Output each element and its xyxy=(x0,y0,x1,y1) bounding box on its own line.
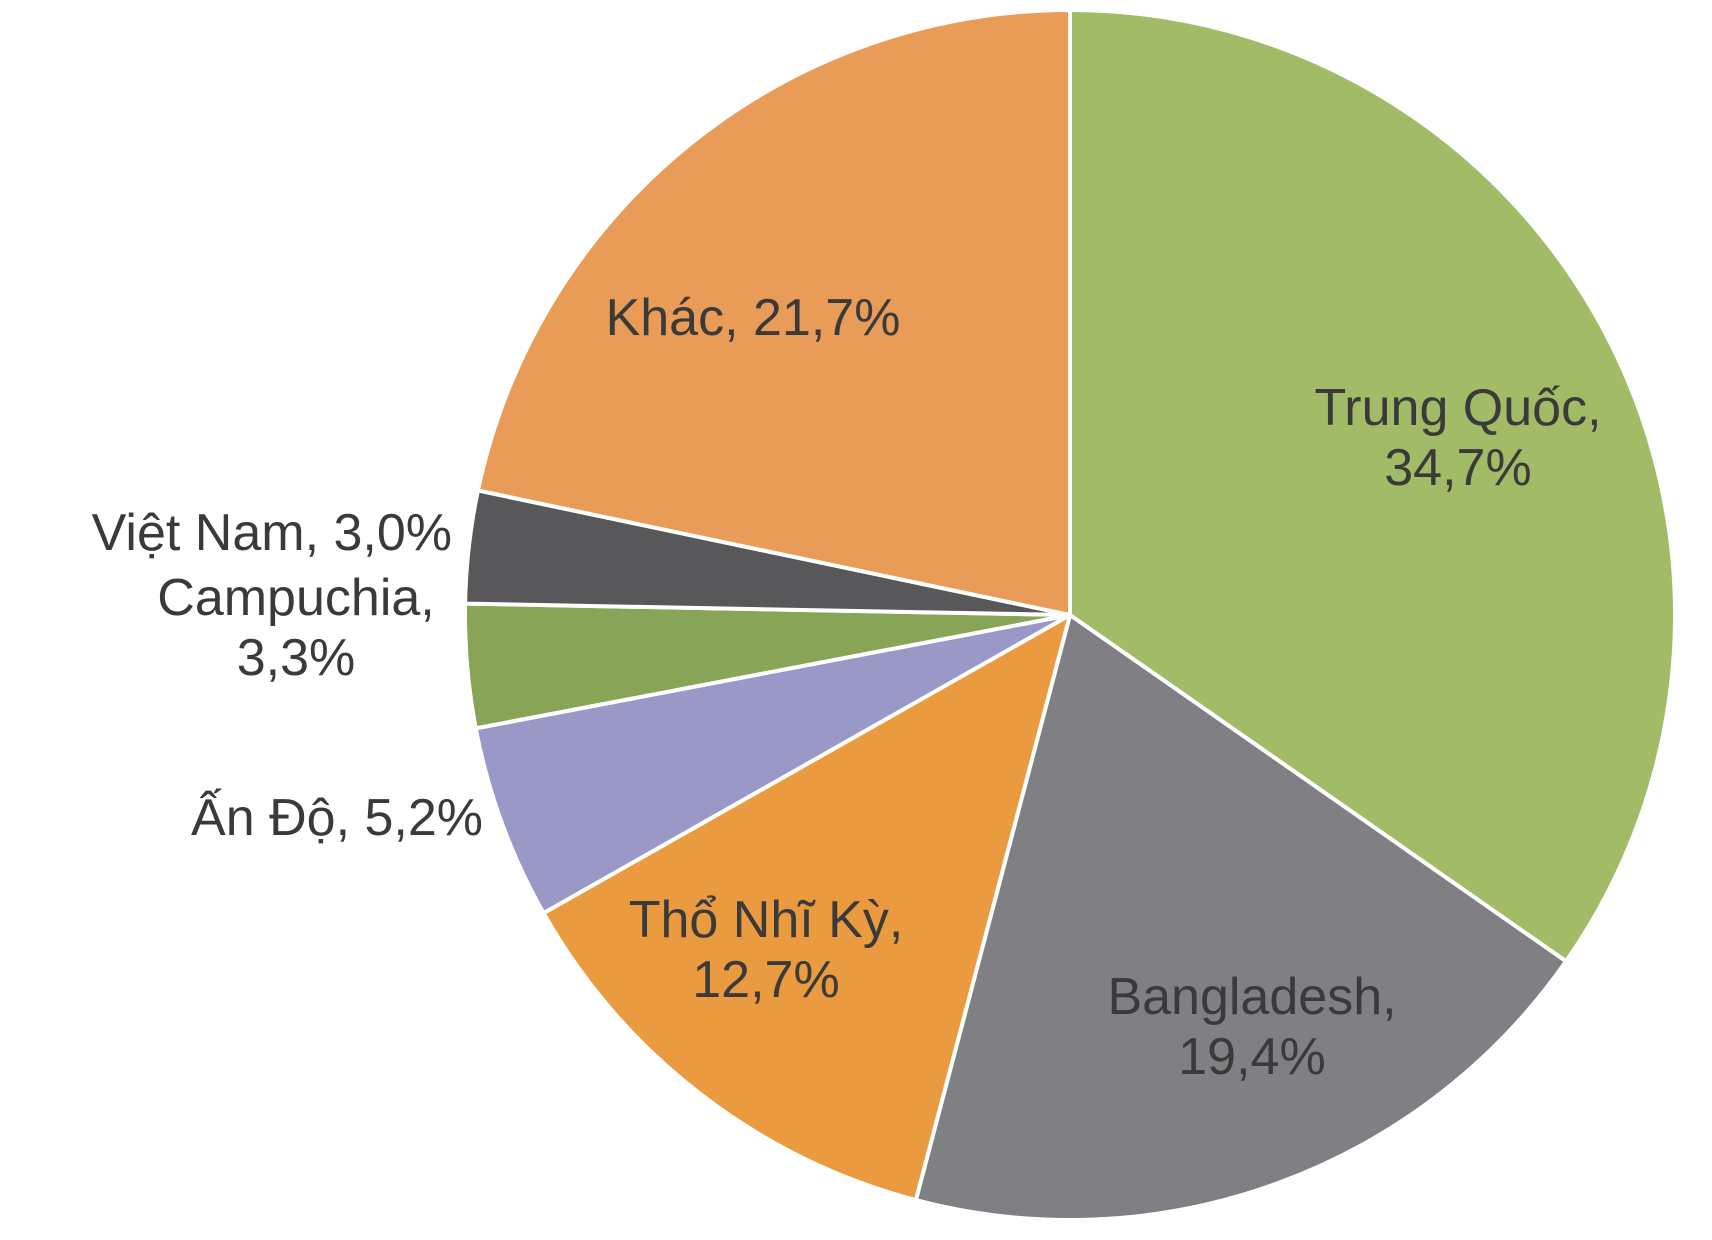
slice-label-line: Trung Quốc, xyxy=(1314,379,1601,437)
slice-label-line: Thổ Nhĩ Kỳ, xyxy=(629,891,904,949)
slice-label-line: Campuchia, xyxy=(157,569,434,627)
pie-slice-an-do xyxy=(473,613,1072,916)
pie-slice-tho-nhi-ky xyxy=(541,613,1072,1203)
pie-labels: Trung Quốc, 34,7% Bangladesh, 19,4% Thổ Nhĩ … xyxy=(92,289,1602,1086)
pie-slice-khac xyxy=(475,8,1072,617)
slice-label-line: Việt Nam, 3,0% xyxy=(92,504,452,562)
slice-label-line: Ấn Độ, 5,2% xyxy=(191,788,483,847)
slice-label-line: 19,4% xyxy=(1178,1028,1325,1086)
slice-label-khac: Khác, 21,7% xyxy=(606,289,901,347)
slice-label-bangladesh: Bangladesh, 19,4% xyxy=(1107,968,1396,1086)
slice-label-an-do: Ấn Độ, 5,2% xyxy=(191,788,483,847)
slice-label-line: 34,7% xyxy=(1384,439,1531,497)
slice-label-line: Khác, 21,7% xyxy=(606,289,901,347)
slice-label-viet-nam: Việt Nam, 3,0% xyxy=(92,504,452,562)
slice-label-campuchia: Campuchia, 3,3% xyxy=(157,569,434,687)
pie-slices xyxy=(463,8,1677,1222)
pie-slice-bangladesh xyxy=(913,613,1569,1222)
slice-label-line: 12,7% xyxy=(692,951,839,1009)
pie-slice-trung-quoc xyxy=(1068,8,1677,964)
slice-label-line: 3,3% xyxy=(237,629,356,687)
slice-label-tho-nhi-ky: Thổ Nhĩ Kỳ, 12,7% xyxy=(629,891,904,1009)
slice-label-trung-quoc: Trung Quốc, 34,7% xyxy=(1314,379,1601,497)
slice-label-line: Bangladesh, xyxy=(1107,968,1396,1026)
